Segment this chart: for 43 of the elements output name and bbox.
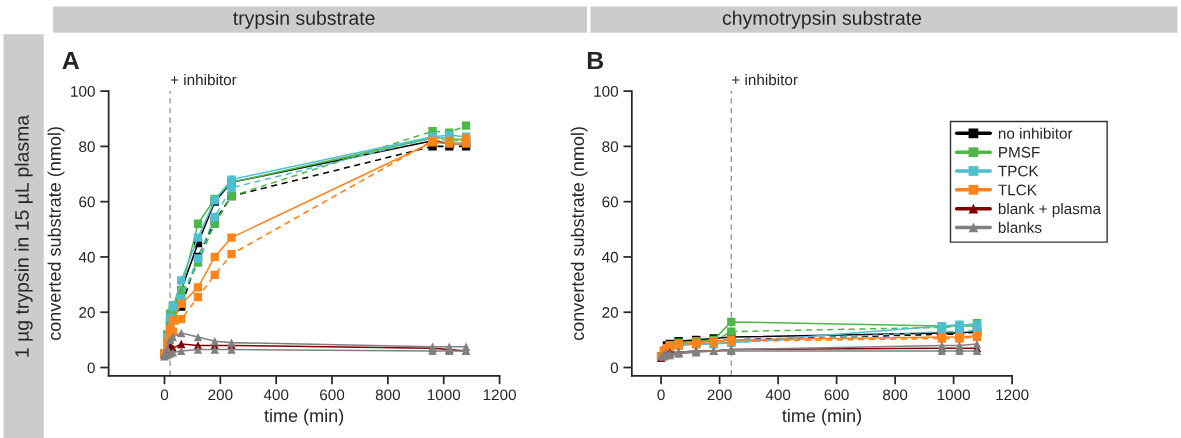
x-axis-title: time (min) <box>264 408 344 426</box>
legend-label: no inhibitor <box>998 127 1073 139</box>
text: B <box>587 51 604 70</box>
x-tick-label: 600 <box>824 389 849 401</box>
x-tick-label: 1200 <box>996 389 1029 401</box>
text: A <box>62 51 80 70</box>
text: 1 µg trypsin in 15 µL plasma <box>14 114 33 357</box>
legend-label: PMSF <box>999 146 1040 158</box>
y-tick-label: 0 <box>610 362 619 374</box>
y-tick-label: 60 <box>602 196 619 208</box>
y-axis-title: converted substrate (nmol) <box>570 127 588 341</box>
y-tick-label: 20 <box>79 307 95 318</box>
ref-line-label: + inhibitor <box>170 74 237 86</box>
x-tick-label: 1200 <box>483 389 516 401</box>
y-tick-label: 60 <box>79 196 95 208</box>
y-tick-label: 40 <box>602 251 619 263</box>
x-tick-label: 1000 <box>937 389 971 401</box>
legend-label: blanks <box>998 221 1042 233</box>
y-tick-label: 80 <box>79 141 95 153</box>
y-tick-label: 80 <box>602 141 619 153</box>
y-tick-label: 0 <box>87 362 95 374</box>
chart-title: chymotrypsin substrate <box>722 10 922 29</box>
x-tick-label: 200 <box>707 389 732 401</box>
x-axis-title: time (min) <box>782 408 861 426</box>
legend-label: blank + plasma <box>998 202 1102 218</box>
x-tick-label: 200 <box>208 389 233 401</box>
x-tick-label: 0 <box>160 389 169 401</box>
legend-label: TPCK <box>998 165 1039 177</box>
y-tick-label: 20 <box>602 307 619 318</box>
y-axis-title: converted substrate (nmol) <box>47 127 65 341</box>
x-tick-label: 400 <box>765 389 791 401</box>
x-tick-label: 400 <box>263 389 289 401</box>
ref-line-label: + inhibitor <box>732 74 798 86</box>
x-tick-label: 800 <box>883 389 908 401</box>
x-tick-label: 800 <box>375 389 401 401</box>
y-tick-label: 40 <box>78 251 95 263</box>
legend-label: TLCK <box>998 184 1037 196</box>
y-tick-label: 100 <box>594 85 619 97</box>
chart-title: trypsin substrate <box>233 10 375 29</box>
x-tick-label: 1000 <box>427 389 461 401</box>
x-tick-label: 600 <box>320 389 345 401</box>
x-tick-label: 0 <box>657 389 665 401</box>
y-tick-label: 100 <box>71 85 95 97</box>
